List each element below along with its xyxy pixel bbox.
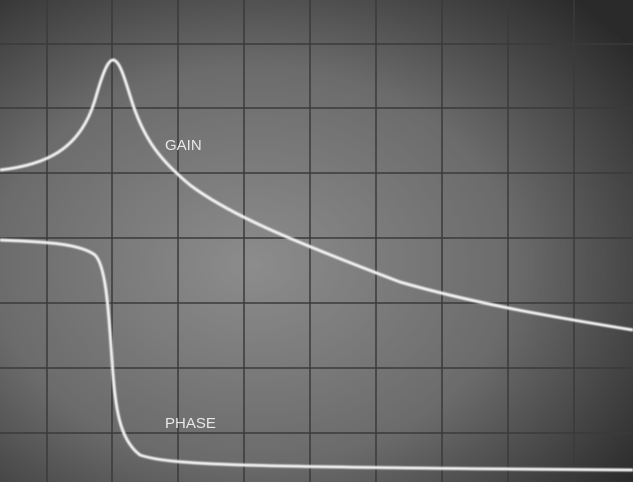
page: GAIN PHASE (() => { const data = JSON.pa… (0, 0, 633, 482)
gain-label: GAIN (165, 137, 202, 154)
phase-label: PHASE (165, 415, 216, 432)
oscilloscope-photo: GAIN PHASE (0, 0, 633, 482)
screen (0, 0, 633, 482)
